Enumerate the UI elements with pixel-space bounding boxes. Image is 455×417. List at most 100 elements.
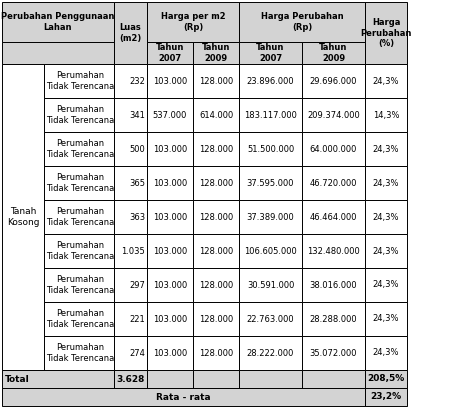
Bar	[239, 336, 302, 370]
Bar	[302, 370, 365, 388]
Text: 103.000: 103.000	[153, 213, 187, 221]
Bar	[147, 268, 193, 302]
Bar	[147, 200, 193, 234]
Bar	[302, 98, 365, 132]
Text: 208,5%: 208,5%	[367, 374, 404, 384]
Text: 51.500.000: 51.500.000	[247, 145, 294, 153]
Bar	[193, 336, 239, 370]
Bar	[147, 336, 193, 370]
Text: 297: 297	[129, 281, 145, 289]
Text: 24,3%: 24,3%	[373, 246, 399, 256]
Bar	[193, 166, 239, 200]
Bar	[44, 132, 114, 166]
Text: 103.000: 103.000	[153, 178, 187, 188]
Text: Perumahan
Tidak Terencana: Perumahan Tidak Terencana	[46, 207, 115, 227]
Text: Tahun
2007: Tahun 2007	[256, 43, 285, 63]
Bar	[2, 42, 114, 64]
Text: 24,3%: 24,3%	[373, 213, 399, 221]
Text: 106.605.000: 106.605.000	[244, 246, 297, 256]
Text: 103.000: 103.000	[153, 314, 187, 324]
Bar	[193, 268, 239, 302]
Bar	[193, 64, 239, 98]
Text: Luas
(m2): Luas (m2)	[119, 23, 142, 43]
Text: 209.374.000: 209.374.000	[307, 111, 360, 120]
Bar	[302, 336, 365, 370]
Text: Perumahan
Tidak Terencana: Perumahan Tidak Terencana	[46, 106, 115, 125]
Text: 64.000.000: 64.000.000	[310, 145, 357, 153]
Bar	[44, 200, 114, 234]
Text: 128.000: 128.000	[199, 281, 233, 289]
Bar	[365, 234, 407, 268]
Text: 24,3%: 24,3%	[373, 349, 399, 357]
Bar	[193, 234, 239, 268]
Text: 128.000: 128.000	[199, 213, 233, 221]
Bar	[239, 98, 302, 132]
Text: 221: 221	[129, 314, 145, 324]
Text: 28.288.000: 28.288.000	[310, 314, 357, 324]
Text: 24,3%: 24,3%	[373, 145, 399, 153]
Bar	[239, 132, 302, 166]
Bar	[147, 132, 193, 166]
Text: 183.117.000: 183.117.000	[244, 111, 297, 120]
Bar	[193, 132, 239, 166]
Bar	[239, 370, 302, 388]
Bar	[365, 200, 407, 234]
Text: 128.000: 128.000	[199, 76, 233, 85]
Text: 103.000: 103.000	[153, 349, 187, 357]
Bar	[302, 200, 365, 234]
Bar	[2, 2, 114, 42]
Text: 365: 365	[129, 178, 145, 188]
Bar	[239, 64, 302, 98]
Text: Tahun
2009: Tahun 2009	[319, 43, 348, 63]
Bar	[147, 302, 193, 336]
Bar	[114, 234, 147, 268]
Text: 28.222.000: 28.222.000	[247, 349, 294, 357]
Bar	[114, 268, 147, 302]
Bar	[114, 370, 147, 388]
Text: 128.000: 128.000	[199, 178, 233, 188]
Text: Harga per m2
(Rp): Harga per m2 (Rp)	[161, 12, 225, 32]
Bar	[193, 200, 239, 234]
Bar	[239, 2, 365, 42]
Text: 46.720.000: 46.720.000	[310, 178, 357, 188]
Bar	[239, 200, 302, 234]
Text: 341: 341	[129, 111, 145, 120]
Text: 103.000: 103.000	[153, 246, 187, 256]
Text: 128.000: 128.000	[199, 145, 233, 153]
Text: Harga Perubahan
(Rp): Harga Perubahan (Rp)	[261, 12, 344, 32]
Bar	[365, 370, 407, 388]
Text: Perumahan
Tidak Terencana: Perumahan Tidak Terencana	[46, 139, 115, 159]
Bar	[2, 64, 44, 370]
Bar	[365, 302, 407, 336]
Text: 37.389.000: 37.389.000	[247, 213, 294, 221]
Bar	[365, 336, 407, 370]
Bar	[193, 302, 239, 336]
Bar	[114, 166, 147, 200]
Text: 38.016.000: 38.016.000	[310, 281, 357, 289]
Bar	[365, 98, 407, 132]
Text: 103.000: 103.000	[153, 145, 187, 153]
Bar	[114, 132, 147, 166]
Text: Perumahan
Tidak Terencana: Perumahan Tidak Terencana	[46, 309, 115, 329]
Bar	[239, 42, 302, 64]
Bar	[44, 336, 114, 370]
Bar	[147, 98, 193, 132]
Bar	[44, 64, 114, 98]
Bar	[114, 64, 147, 98]
Text: Tanah
Kosong: Tanah Kosong	[7, 207, 39, 227]
Text: Rata - rata: Rata - rata	[156, 392, 211, 402]
Bar	[44, 268, 114, 302]
Text: Perumahan
Tidak Terencana: Perumahan Tidak Terencana	[46, 275, 115, 295]
Bar	[44, 166, 114, 200]
Bar	[239, 302, 302, 336]
Text: Total: Total	[5, 374, 30, 384]
Bar	[365, 166, 407, 200]
Bar	[2, 388, 365, 406]
Bar	[365, 132, 407, 166]
Bar	[302, 166, 365, 200]
Text: 128.000: 128.000	[199, 314, 233, 324]
Text: Perubahan Penggunaan
Lahan: Perubahan Penggunaan Lahan	[1, 12, 115, 32]
Bar	[302, 234, 365, 268]
Bar	[2, 370, 114, 388]
Text: Harga
Perubahan
(%): Harga Perubahan (%)	[360, 18, 412, 48]
